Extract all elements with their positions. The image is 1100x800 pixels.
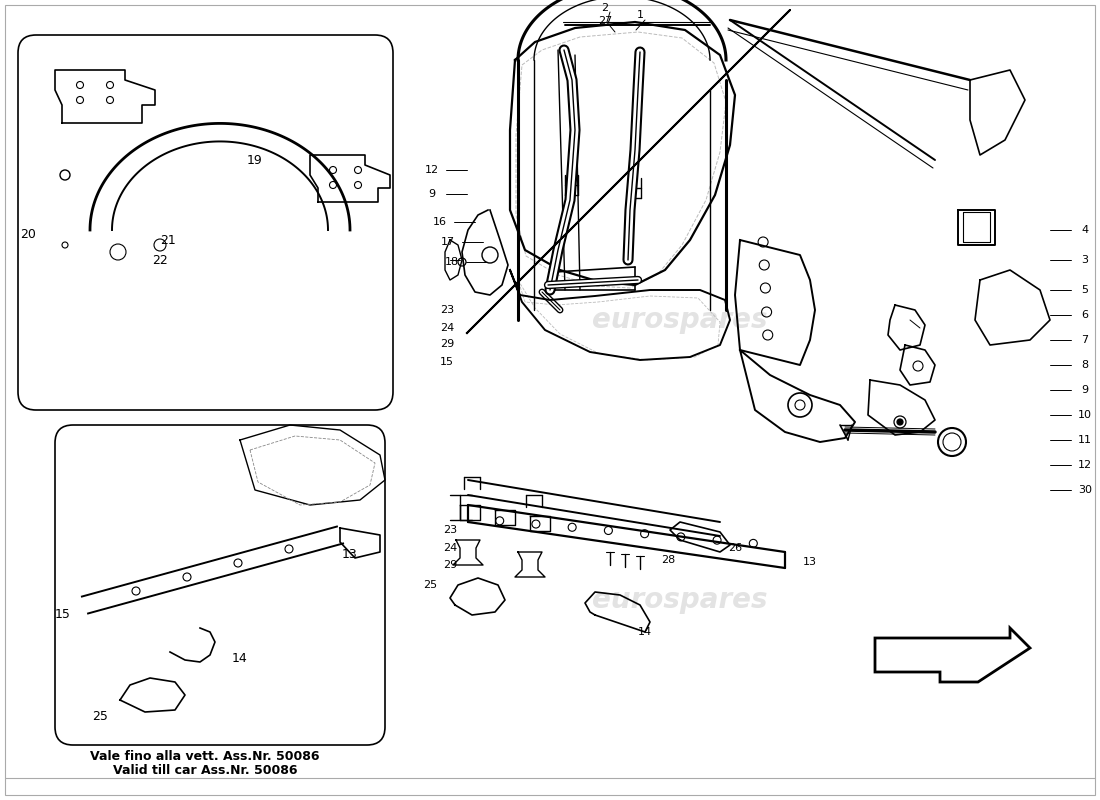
Text: 12: 12 bbox=[425, 165, 439, 175]
Text: 1: 1 bbox=[637, 10, 644, 20]
Text: 21: 21 bbox=[161, 234, 176, 246]
Text: 17: 17 bbox=[441, 237, 455, 247]
Text: 24: 24 bbox=[440, 323, 454, 333]
Text: 9: 9 bbox=[1081, 385, 1089, 395]
Text: 2: 2 bbox=[602, 3, 608, 13]
Text: 6: 6 bbox=[1081, 310, 1089, 320]
Text: 28: 28 bbox=[661, 555, 675, 565]
Text: Vale fino alla vett. Ass.Nr. 50086: Vale fino alla vett. Ass.Nr. 50086 bbox=[90, 750, 320, 762]
Text: 4: 4 bbox=[1081, 225, 1089, 235]
Text: eurospares: eurospares bbox=[118, 196, 293, 224]
Text: 23: 23 bbox=[443, 525, 458, 535]
Text: 11: 11 bbox=[1078, 435, 1092, 445]
FancyBboxPatch shape bbox=[55, 425, 385, 745]
Text: 14: 14 bbox=[638, 627, 652, 637]
Text: 25: 25 bbox=[92, 710, 108, 723]
Text: 7: 7 bbox=[1081, 335, 1089, 345]
Text: 10: 10 bbox=[1078, 410, 1092, 420]
Text: 16: 16 bbox=[433, 217, 447, 227]
Circle shape bbox=[896, 419, 903, 425]
Text: 20: 20 bbox=[20, 229, 36, 242]
FancyBboxPatch shape bbox=[18, 35, 393, 410]
Text: 5: 5 bbox=[1081, 285, 1089, 295]
Text: 13: 13 bbox=[803, 557, 817, 567]
Text: 29: 29 bbox=[440, 339, 454, 349]
Text: 9: 9 bbox=[428, 189, 436, 199]
Text: 15: 15 bbox=[55, 609, 70, 622]
Text: 18: 18 bbox=[444, 257, 459, 267]
Text: 27: 27 bbox=[598, 16, 612, 26]
Text: 29: 29 bbox=[443, 560, 458, 570]
Text: 22: 22 bbox=[152, 254, 168, 266]
Text: 12: 12 bbox=[1078, 460, 1092, 470]
Text: 25: 25 bbox=[422, 580, 437, 590]
Text: 26: 26 bbox=[728, 543, 743, 553]
Text: 30: 30 bbox=[1078, 485, 1092, 495]
Text: 23: 23 bbox=[440, 305, 454, 315]
Text: 14: 14 bbox=[232, 651, 248, 665]
Text: 8: 8 bbox=[1081, 360, 1089, 370]
Text: eurospares: eurospares bbox=[592, 586, 768, 614]
Text: eurospares: eurospares bbox=[592, 306, 768, 334]
Text: 24: 24 bbox=[443, 543, 458, 553]
Text: 15: 15 bbox=[440, 357, 454, 367]
Text: 3: 3 bbox=[1081, 255, 1089, 265]
Polygon shape bbox=[874, 628, 1030, 682]
Text: 13: 13 bbox=[342, 549, 358, 562]
Text: 19: 19 bbox=[248, 154, 263, 166]
Text: Valid till car Ass.Nr. 50086: Valid till car Ass.Nr. 50086 bbox=[112, 763, 297, 777]
